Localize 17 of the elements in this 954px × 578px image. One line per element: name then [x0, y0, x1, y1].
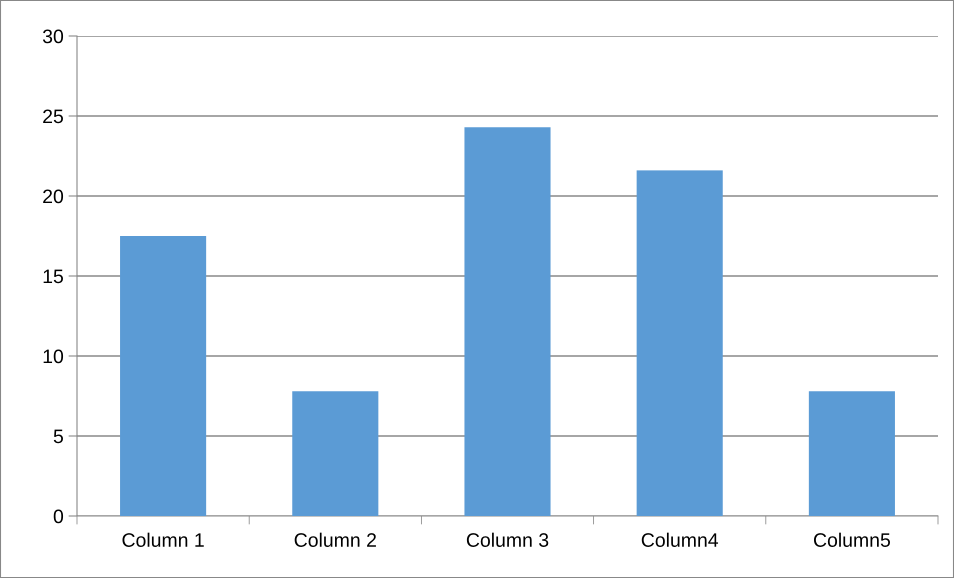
y-tick-label: 0 — [54, 509, 64, 524]
y-tick-label: 5 — [54, 430, 63, 444]
x-tick-label: Column4 — [642, 532, 718, 547]
y-tick-label: 15 — [44, 270, 63, 284]
bar — [120, 236, 206, 516]
y-tick-label: 20 — [43, 189, 64, 204]
bar — [636, 170, 723, 516]
x-tick-label: Column5 — [814, 532, 890, 547]
bar — [292, 391, 378, 516]
x-tick-label: Column 3 — [466, 532, 548, 547]
x-tick-label: Column 1 — [122, 532, 204, 547]
bar — [808, 391, 895, 516]
y-tick-label: 25 — [43, 109, 63, 124]
x-tick-label: Column 2 — [294, 532, 376, 547]
bar — [464, 127, 551, 516]
y-tick-label: 30 — [42, 29, 64, 44]
y-tick-label: 10 — [44, 349, 64, 364]
